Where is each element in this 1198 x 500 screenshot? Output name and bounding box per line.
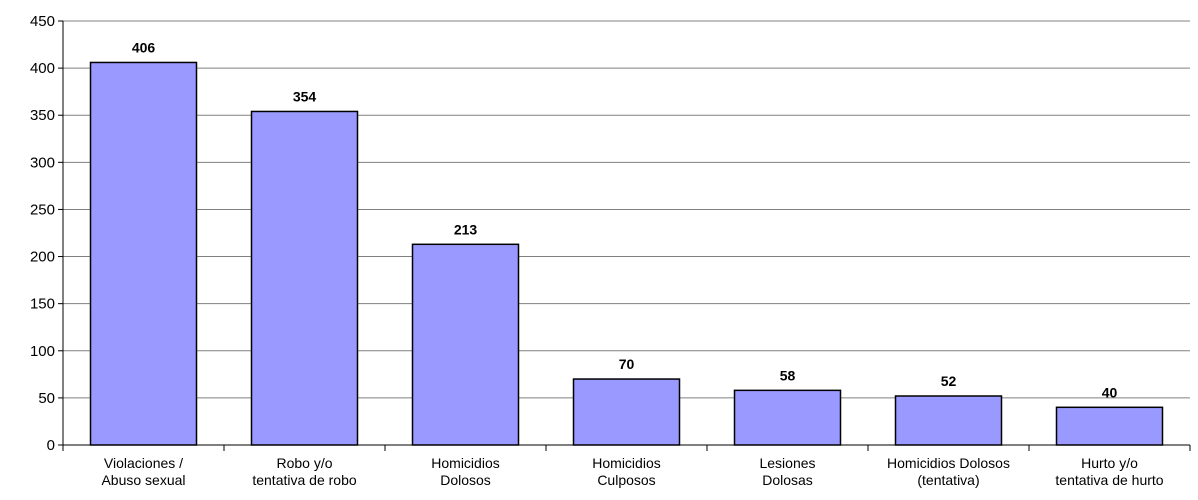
labels: 0 50 100 150 200 250 300 350 400 450 406 Violacione… (30, 13, 1164, 488)
category-label: Violaciones / (104, 455, 183, 471)
bar (411, 243, 520, 446)
data-label: 354 (293, 88, 317, 104)
category-label: Dolosas (762, 472, 813, 488)
data-label: 406 (132, 39, 156, 55)
y-tick-label: 350 (30, 107, 55, 124)
bar (250, 110, 359, 446)
category-label: Homicidios (592, 455, 660, 471)
y-tick-label: 50 (38, 390, 55, 407)
y-tick-label: 200 (30, 249, 55, 266)
bar (733, 389, 842, 446)
y-tick-label: 150 (30, 296, 55, 313)
category-label: Homicidios (431, 455, 499, 471)
bar (572, 378, 681, 446)
bar (894, 395, 1003, 446)
category-label: Robo y/o (276, 455, 332, 471)
category-label: Hurto y/o (1081, 455, 1138, 471)
y-tick-label: 250 (30, 201, 55, 218)
category-label: Dolosos (440, 472, 491, 488)
data-label: 70 (619, 356, 635, 372)
bar (1055, 406, 1164, 446)
data-label: 52 (941, 373, 957, 389)
y-tick-label: 0 (47, 437, 55, 454)
bar (89, 61, 198, 446)
gridlines (63, 20, 1190, 399)
y-tick-label: 300 (30, 154, 55, 171)
category-label: Lesiones (759, 455, 815, 471)
category-label: tentativa de robo (252, 472, 357, 488)
y-tick-label: 100 (30, 343, 55, 360)
category-label: Culposos (597, 472, 655, 488)
data-label: 213 (454, 221, 478, 237)
data-label: 40 (1102, 384, 1118, 400)
bars (89, 61, 1164, 446)
category-label: Homicidios Dolosos (887, 455, 1010, 471)
category-label: tentativa de hurto (1055, 472, 1163, 488)
axes (58, 20, 1191, 451)
y-tick-label: 450 (30, 13, 55, 30)
category-label: Abuso sexual (101, 472, 185, 488)
y-tick-label: 400 (30, 60, 55, 77)
category-label: (tentativa) (917, 472, 979, 488)
data-label: 58 (780, 367, 796, 383)
